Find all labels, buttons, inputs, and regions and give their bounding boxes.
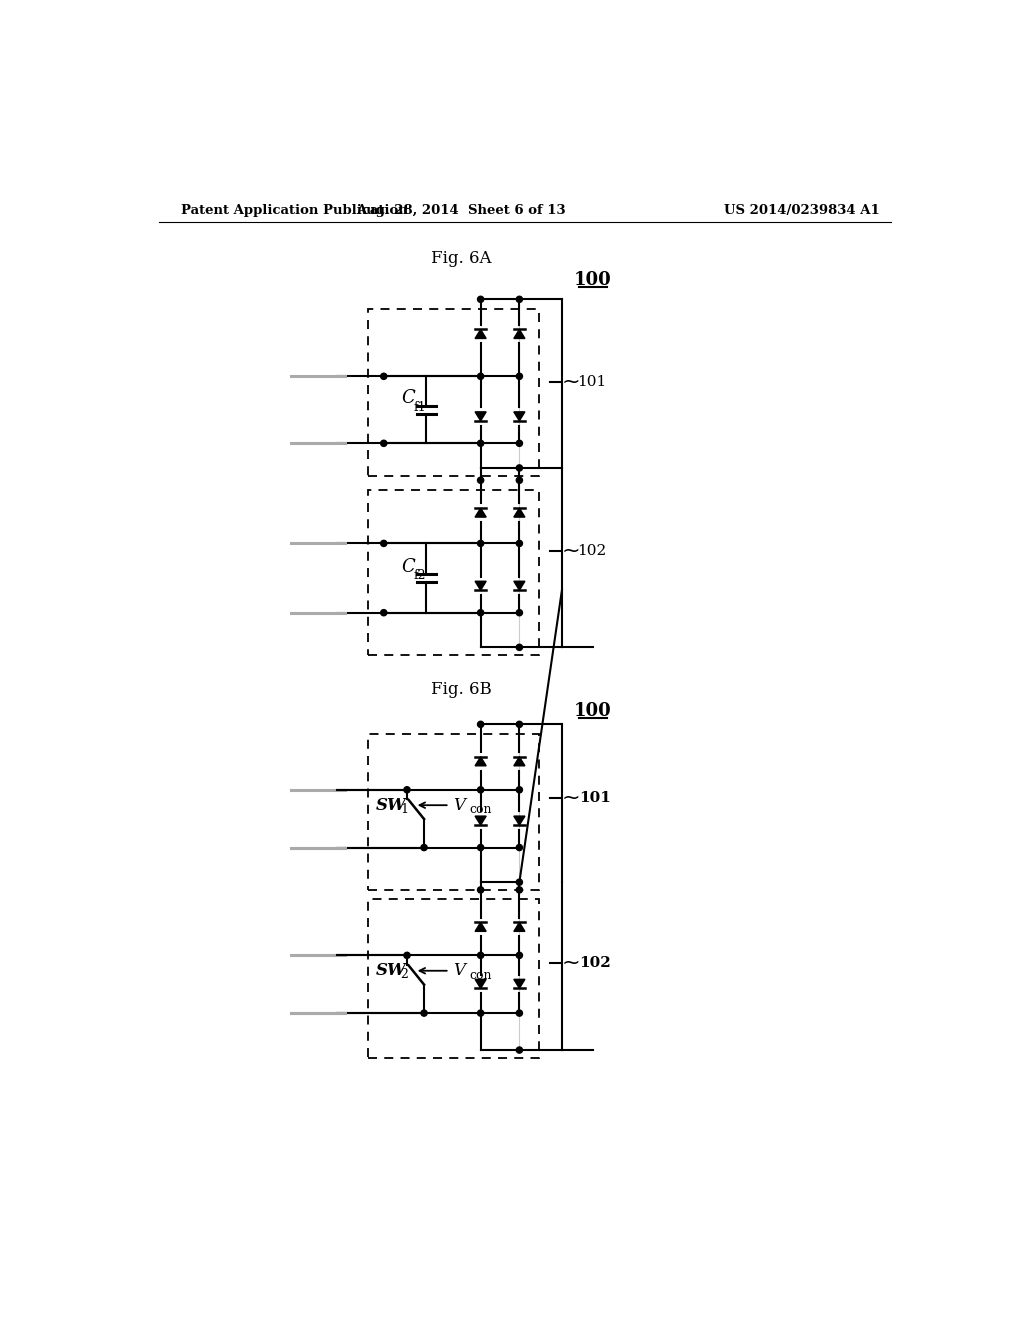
Polygon shape (514, 923, 525, 932)
Polygon shape (514, 756, 525, 766)
Circle shape (516, 644, 522, 651)
Polygon shape (475, 756, 486, 766)
Circle shape (421, 845, 427, 850)
Text: Patent Application Publication: Patent Application Publication (180, 205, 408, 218)
Polygon shape (475, 581, 486, 590)
Circle shape (516, 952, 522, 958)
Text: ~: ~ (562, 541, 581, 561)
Text: ~: ~ (562, 953, 581, 973)
Circle shape (477, 441, 483, 446)
Circle shape (477, 1010, 483, 1016)
Polygon shape (475, 508, 486, 517)
Polygon shape (475, 979, 486, 989)
Circle shape (516, 787, 522, 793)
Circle shape (516, 887, 522, 892)
Polygon shape (514, 979, 525, 989)
Circle shape (477, 952, 483, 958)
Text: con: con (469, 804, 492, 816)
Text: 100: 100 (574, 271, 612, 289)
Circle shape (477, 477, 483, 483)
Text: Aug. 28, 2014  Sheet 6 of 13: Aug. 28, 2014 Sheet 6 of 13 (356, 205, 566, 218)
Text: V: V (454, 962, 466, 979)
Circle shape (516, 540, 522, 546)
Text: f2: f2 (414, 569, 426, 582)
Text: SW: SW (376, 797, 407, 813)
Text: 100: 100 (574, 702, 612, 721)
Polygon shape (514, 412, 525, 421)
Circle shape (477, 374, 483, 379)
Circle shape (516, 441, 522, 446)
Circle shape (516, 477, 522, 483)
Circle shape (516, 374, 522, 379)
Polygon shape (475, 923, 486, 932)
Text: Fig. 6A: Fig. 6A (431, 249, 492, 267)
Circle shape (477, 887, 483, 892)
Circle shape (516, 845, 522, 850)
Polygon shape (475, 412, 486, 421)
Polygon shape (514, 508, 525, 517)
Circle shape (477, 296, 483, 302)
Circle shape (516, 1010, 522, 1016)
Text: 102: 102 (579, 956, 610, 970)
Circle shape (477, 845, 483, 850)
Circle shape (516, 721, 522, 727)
Text: ~: ~ (562, 372, 581, 392)
Circle shape (477, 610, 483, 615)
Circle shape (477, 787, 483, 793)
Circle shape (403, 787, 410, 793)
Text: US 2014/0239834 A1: US 2014/0239834 A1 (724, 205, 880, 218)
Circle shape (516, 610, 522, 615)
Text: ~: ~ (562, 788, 581, 808)
Circle shape (477, 721, 483, 727)
Text: C: C (400, 389, 415, 408)
Text: C: C (400, 557, 415, 576)
Circle shape (516, 879, 522, 886)
Circle shape (381, 441, 387, 446)
Text: 101: 101 (579, 791, 611, 804)
Circle shape (403, 952, 410, 958)
Polygon shape (514, 581, 525, 590)
Circle shape (516, 465, 522, 471)
Polygon shape (475, 330, 486, 338)
Circle shape (421, 1010, 427, 1016)
Text: V: V (454, 797, 466, 813)
Text: 1: 1 (400, 803, 408, 816)
Circle shape (516, 1047, 522, 1053)
Text: con: con (469, 969, 492, 982)
Text: 101: 101 (578, 375, 607, 388)
Text: Fig. 6B: Fig. 6B (431, 681, 492, 698)
Circle shape (381, 540, 387, 546)
Text: f1: f1 (414, 401, 426, 414)
Text: SW: SW (376, 962, 407, 979)
Polygon shape (514, 816, 525, 825)
Polygon shape (475, 816, 486, 825)
Circle shape (381, 374, 387, 379)
Polygon shape (514, 330, 525, 338)
Circle shape (381, 610, 387, 615)
Text: 102: 102 (578, 544, 607, 558)
Circle shape (477, 540, 483, 546)
Circle shape (516, 296, 522, 302)
Text: 2: 2 (400, 968, 408, 981)
